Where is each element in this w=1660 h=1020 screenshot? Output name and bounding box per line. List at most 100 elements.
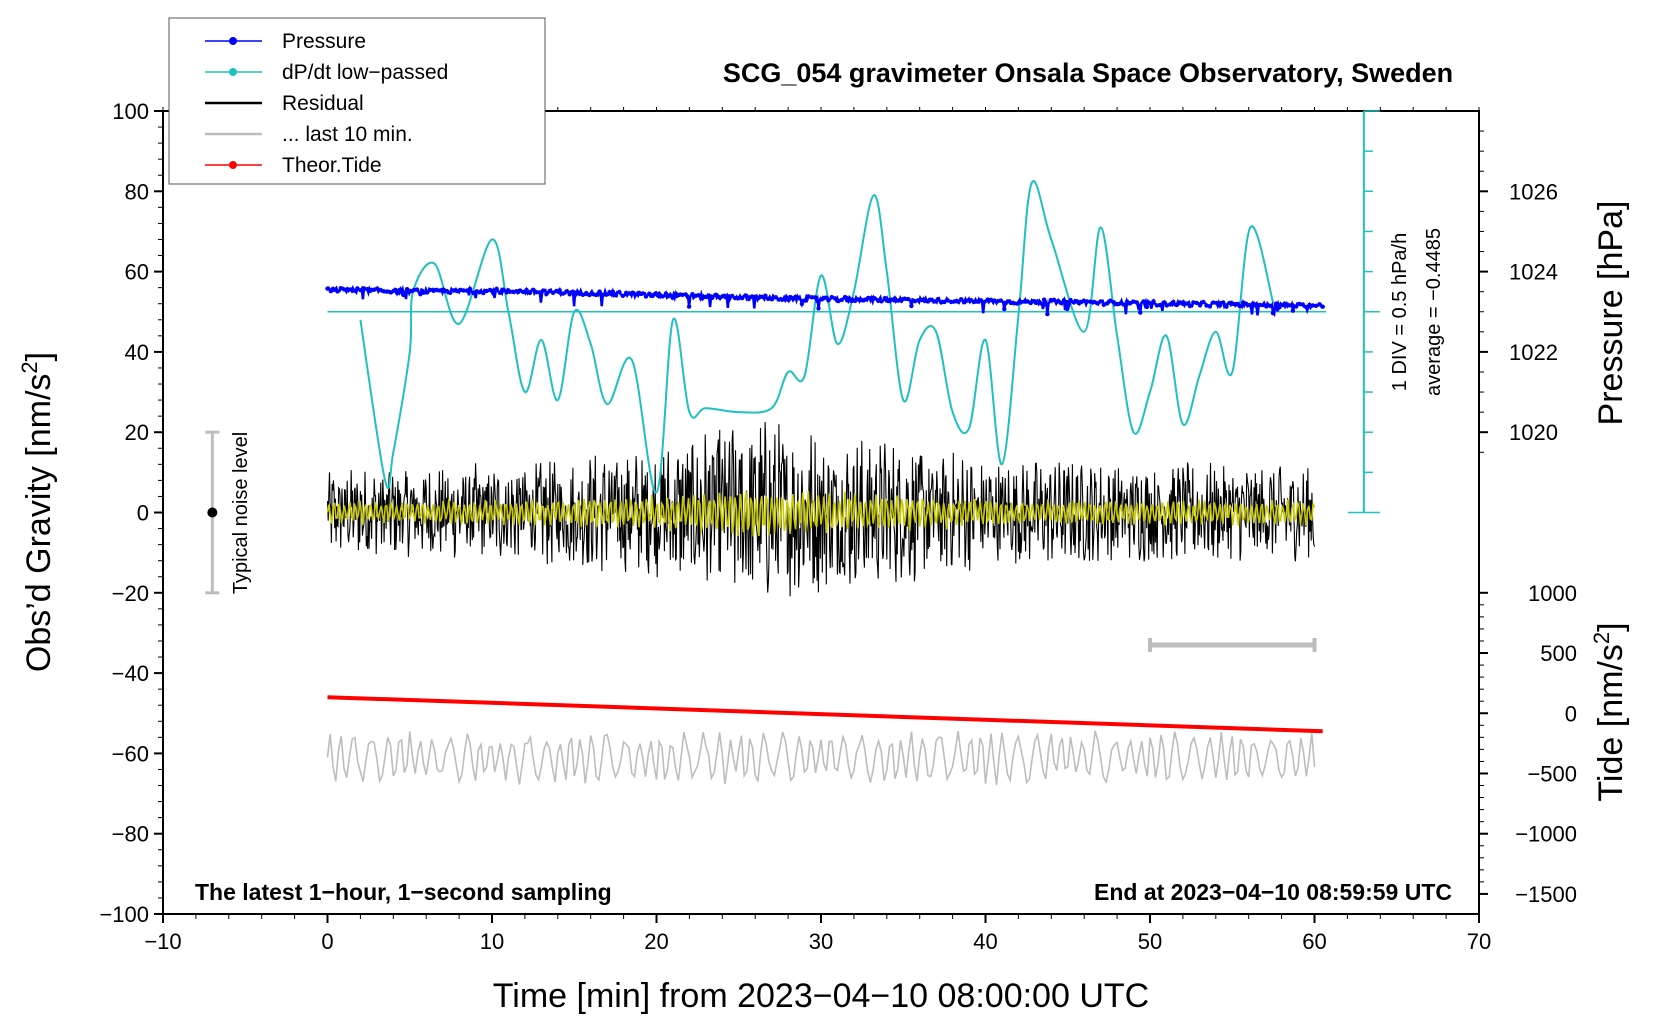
pressure-point: [676, 292, 682, 298]
pressure-point: [604, 292, 609, 297]
pressure-point: [1167, 302, 1173, 307]
pressure-point: [355, 286, 360, 291]
x-tick-label: 60: [1302, 929, 1326, 954]
x-tick-label: −10: [144, 929, 181, 954]
pressure-point: [962, 300, 967, 305]
pressure-point: [1191, 300, 1196, 305]
pressure-point: [885, 298, 891, 304]
pressure-point: [932, 299, 937, 304]
pressure-point: [338, 286, 343, 291]
pressure-point: [325, 286, 330, 291]
pressure-point: [1240, 300, 1246, 305]
pressure-point: [925, 299, 931, 304]
pressure-point: [1177, 300, 1183, 305]
pressure-point: [1207, 304, 1213, 309]
pressure-point: [1211, 300, 1216, 305]
pressure-point: [862, 297, 868, 302]
gravity-label-sup: 2: [17, 361, 42, 373]
pressure-point: [942, 299, 947, 305]
x-tick-label: 10: [480, 929, 504, 954]
pressure-point: [733, 295, 738, 301]
pressure-point: [544, 291, 549, 297]
pressure-point: [902, 296, 907, 301]
pressure-point: [1041, 297, 1047, 302]
pressure-point: [889, 297, 894, 302]
pressure-point: [1244, 301, 1249, 307]
pressure-point: [597, 289, 602, 294]
pressure-point: [1267, 303, 1272, 308]
pressure-point: [607, 290, 612, 295]
pressure-point: [965, 298, 970, 303]
pressure-point: [567, 292, 572, 297]
pressure-point: [683, 292, 688, 297]
pressure-point: [554, 288, 559, 294]
pressure-point: [856, 297, 861, 302]
pressure-point: [766, 296, 771, 301]
pressure-point: [1021, 299, 1027, 304]
tide-label-sup: 2: [1589, 632, 1614, 644]
noise-bar-center: [207, 507, 218, 518]
pressure-point: [726, 294, 732, 299]
pressure-point: [905, 296, 911, 302]
gravity-label-main: Obs’d Gravity [nm/s: [20, 374, 58, 673]
pressure-point: [1274, 301, 1279, 306]
pressure-point: [1320, 304, 1325, 309]
pressure-point: [481, 290, 486, 296]
pressure-point: [431, 288, 436, 293]
pressure-point: [594, 292, 599, 298]
pressure-point: [1068, 297, 1073, 303]
x-tick-label: 50: [1138, 929, 1162, 954]
pressure-point: [1317, 302, 1322, 307]
pressure-point: [404, 287, 410, 292]
pressure-point: [657, 291, 662, 297]
pressure-point: [1171, 299, 1176, 305]
tide-tick-label: −1000: [1515, 822, 1577, 847]
pressure-point: [972, 299, 977, 304]
pressure-point: [438, 288, 443, 293]
pressure-point: [1061, 298, 1067, 303]
legend-label: Pressure: [282, 30, 366, 53]
pressure-point: [574, 291, 579, 296]
pressure-point: [484, 288, 489, 294]
pressure-point: [643, 294, 649, 299]
tide-tick-label: 500: [1540, 641, 1577, 666]
pressure-point: [467, 286, 473, 292]
pressure-point: [414, 287, 420, 292]
pressure-point: [1227, 300, 1233, 306]
pressure-point: [1141, 299, 1146, 304]
pressure-point: [1045, 311, 1050, 317]
pressure-point: [769, 297, 775, 302]
pressure-point: [1104, 301, 1110, 306]
pressure-point: [909, 303, 914, 309]
pressure-point: [1094, 301, 1100, 306]
pressure-point: [1237, 303, 1243, 309]
y-tick-label: −100: [99, 902, 149, 927]
pressure-point: [879, 299, 884, 304]
pressure-point: [537, 290, 542, 295]
pressure-point: [1204, 303, 1209, 308]
pressure-point: [852, 298, 858, 304]
pressure-point: [680, 292, 685, 297]
pressure-point: [408, 288, 413, 294]
pressure-point: [1294, 304, 1299, 309]
pressure-point: [613, 293, 619, 298]
pressure-point: [1058, 300, 1063, 305]
pressure-point: [829, 295, 834, 300]
pressure-point: [846, 298, 851, 303]
pressure-point: [667, 293, 672, 298]
pressure-point: [839, 297, 844, 303]
pressure-point: [517, 288, 523, 293]
pressure-point: [998, 298, 1004, 303]
pressure-point: [1055, 299, 1060, 304]
pressure-point: [660, 294, 665, 299]
pressure-point: [690, 292, 695, 297]
pressure-point: [531, 287, 536, 292]
pressure-point: [534, 290, 539, 295]
pressure-point: [504, 290, 509, 295]
pressure-point: [617, 289, 622, 295]
pressure-point: [547, 288, 552, 294]
pressure-point: [633, 292, 639, 297]
pressure-point: [497, 290, 503, 295]
pressure-point: [1187, 303, 1193, 309]
pressure-point: [623, 290, 629, 296]
